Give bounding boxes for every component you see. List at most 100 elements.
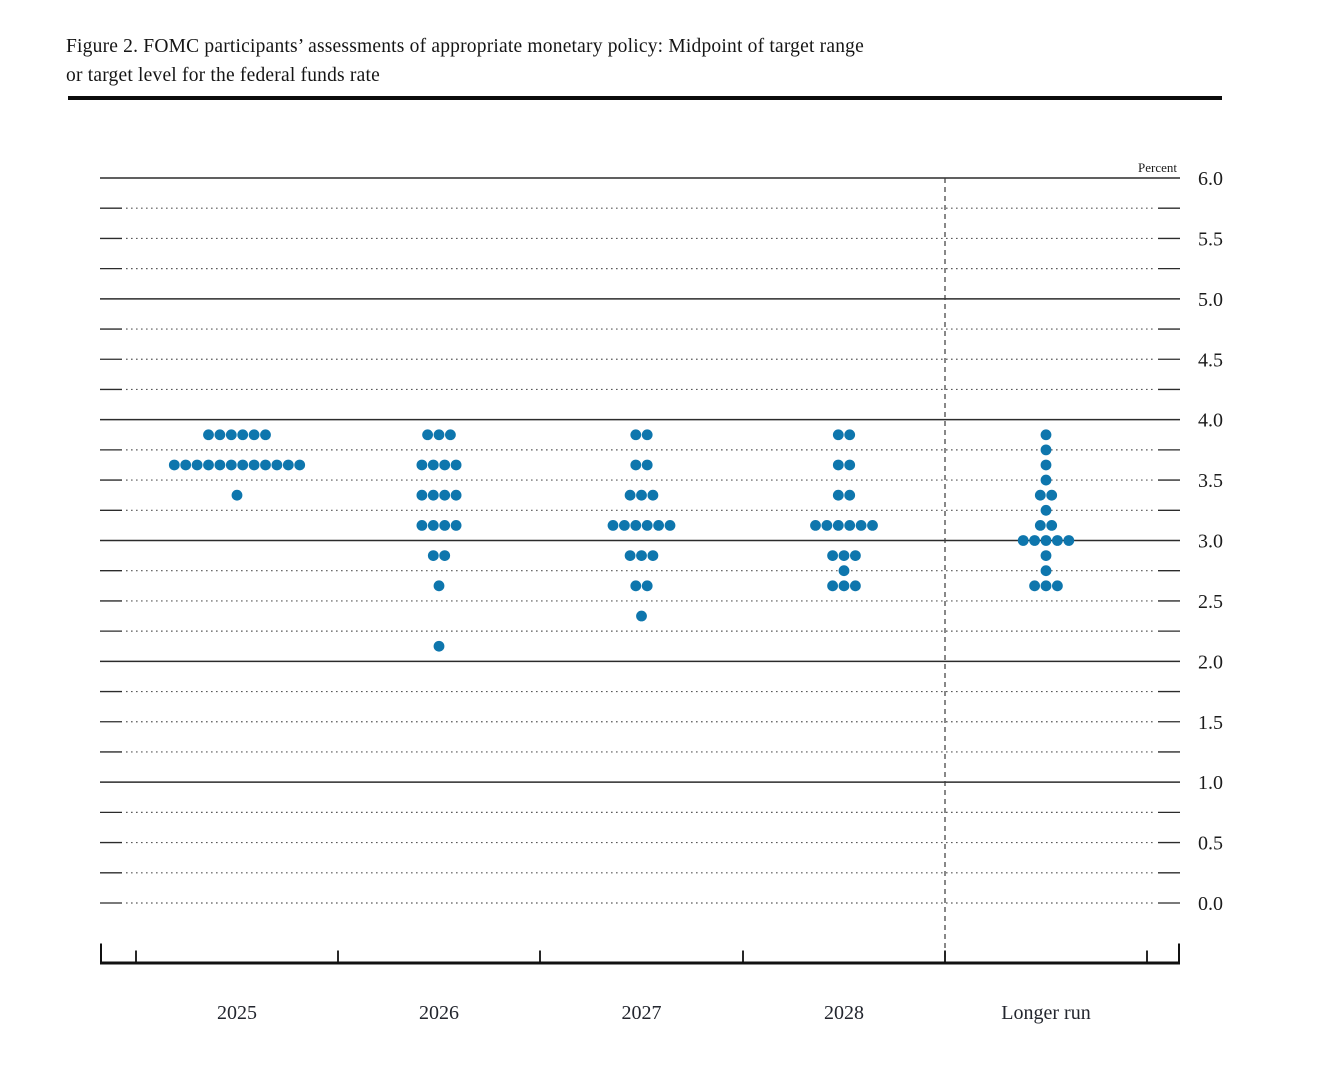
y-axis-tick-label: 3.5 <box>1198 470 1223 492</box>
participant-dot <box>607 519 619 531</box>
participant-dot <box>1040 565 1052 577</box>
title-divider-rule <box>68 96 1222 100</box>
participant-dot <box>844 429 856 441</box>
participant-dot <box>1052 535 1063 546</box>
participant-dot <box>844 459 856 471</box>
participant-dot <box>203 459 214 471</box>
figure-title: Figure 2. FOMC participants’ assessments… <box>66 32 1196 90</box>
participant-dot <box>827 550 838 562</box>
participant-dot <box>225 459 237 471</box>
participant-dot <box>282 459 294 471</box>
x-axis-category-label: 2027 <box>622 1002 662 1024</box>
figure-title-line-1: Figure 2. FOMC participants’ assessments… <box>66 36 864 57</box>
y-axis-unit-label: Percent <box>1138 160 1177 175</box>
participant-dot <box>1040 535 1052 546</box>
participant-dot <box>203 429 214 441</box>
participant-dot <box>1040 459 1052 471</box>
participant-dot <box>427 550 439 562</box>
participant-dot <box>439 459 451 471</box>
participant-dot <box>445 429 456 441</box>
x-axis-category-label: 2026 <box>419 1002 459 1024</box>
participant-dot <box>867 519 878 531</box>
participant-dot <box>641 459 653 471</box>
participant-dot <box>1034 519 1046 531</box>
participant-dot <box>1040 504 1052 516</box>
x-axis-category-label: Longer run <box>1001 1002 1090 1024</box>
y-axis-tick-label: 5.5 <box>1198 228 1223 250</box>
y-axis-tick-label: 4.5 <box>1198 349 1223 371</box>
participant-dot <box>636 489 647 501</box>
participant-dot <box>416 519 428 531</box>
participant-dot <box>294 459 306 471</box>
participant-dot <box>416 459 428 471</box>
participant-dot <box>1040 444 1052 456</box>
participant-dot <box>1029 535 1040 546</box>
participant-dot <box>636 610 647 622</box>
participant-dot <box>225 429 237 441</box>
participant-dot <box>248 459 260 471</box>
participant-dot <box>231 489 243 501</box>
participant-dot <box>647 489 659 501</box>
participant-dot <box>433 580 445 592</box>
participant-dot <box>439 519 451 531</box>
participant-dot <box>1040 429 1052 441</box>
participant-dot <box>630 459 642 471</box>
participant-dot <box>422 429 433 441</box>
participant-dot <box>191 459 203 471</box>
participant-dot <box>1052 580 1063 592</box>
participant-dot <box>168 459 180 471</box>
participant-dot <box>630 519 642 531</box>
participant-dot <box>1017 535 1029 546</box>
participant-dot <box>1046 519 1058 531</box>
participant-dot <box>844 489 856 501</box>
participant-dot <box>641 519 653 531</box>
participant-dot <box>427 519 439 531</box>
participant-dot <box>433 640 445 652</box>
x-axis-category-label: 2028 <box>824 1002 864 1024</box>
participant-dot <box>271 459 283 471</box>
participant-dot <box>450 459 462 471</box>
participant-dot <box>855 519 867 531</box>
participant-dot <box>180 459 192 471</box>
y-axis-tick-label: 2.5 <box>1198 591 1223 613</box>
y-axis-tick-label: 1.5 <box>1198 712 1223 734</box>
participant-dot <box>237 429 249 441</box>
participant-dot <box>624 550 636 562</box>
participant-dot <box>832 489 844 501</box>
participant-dot <box>1040 474 1052 486</box>
y-axis-tick-label: 1.0 <box>1198 772 1223 794</box>
y-axis-tick-label: 2.0 <box>1198 651 1223 673</box>
participant-dot <box>1040 580 1052 592</box>
participant-dot <box>664 519 676 531</box>
participant-dot <box>450 519 462 531</box>
participant-dot <box>636 550 647 562</box>
participant-dot <box>838 550 850 562</box>
participant-dot <box>624 489 636 501</box>
participant-dot <box>237 459 249 471</box>
participant-dot <box>260 459 271 471</box>
participant-dot <box>821 519 833 531</box>
participant-dot <box>653 519 664 531</box>
participant-dot <box>630 429 642 441</box>
participant-dot <box>630 580 642 592</box>
participant-dot <box>1063 535 1075 546</box>
y-axis-tick-label: 4.0 <box>1198 410 1223 432</box>
participant-dot <box>832 429 844 441</box>
participant-dot <box>1046 489 1058 501</box>
participant-dot <box>439 550 451 562</box>
participant-dot <box>416 489 428 501</box>
participant-dot <box>844 519 856 531</box>
participant-dot <box>450 489 462 501</box>
participant-dot <box>1034 489 1046 501</box>
participant-dot <box>427 459 439 471</box>
y-axis-tick-label: 5.0 <box>1198 289 1223 311</box>
participant-dot <box>850 580 861 592</box>
participant-dot <box>838 565 850 577</box>
participant-dot <box>260 429 271 441</box>
participant-dot <box>619 519 630 531</box>
participant-dot <box>827 580 838 592</box>
x-axis-category-label: 2025 <box>217 1002 257 1024</box>
y-axis-tick-label: 6.0 <box>1198 168 1223 190</box>
figure-title-line-2: or target level for the federal funds ra… <box>66 65 380 86</box>
